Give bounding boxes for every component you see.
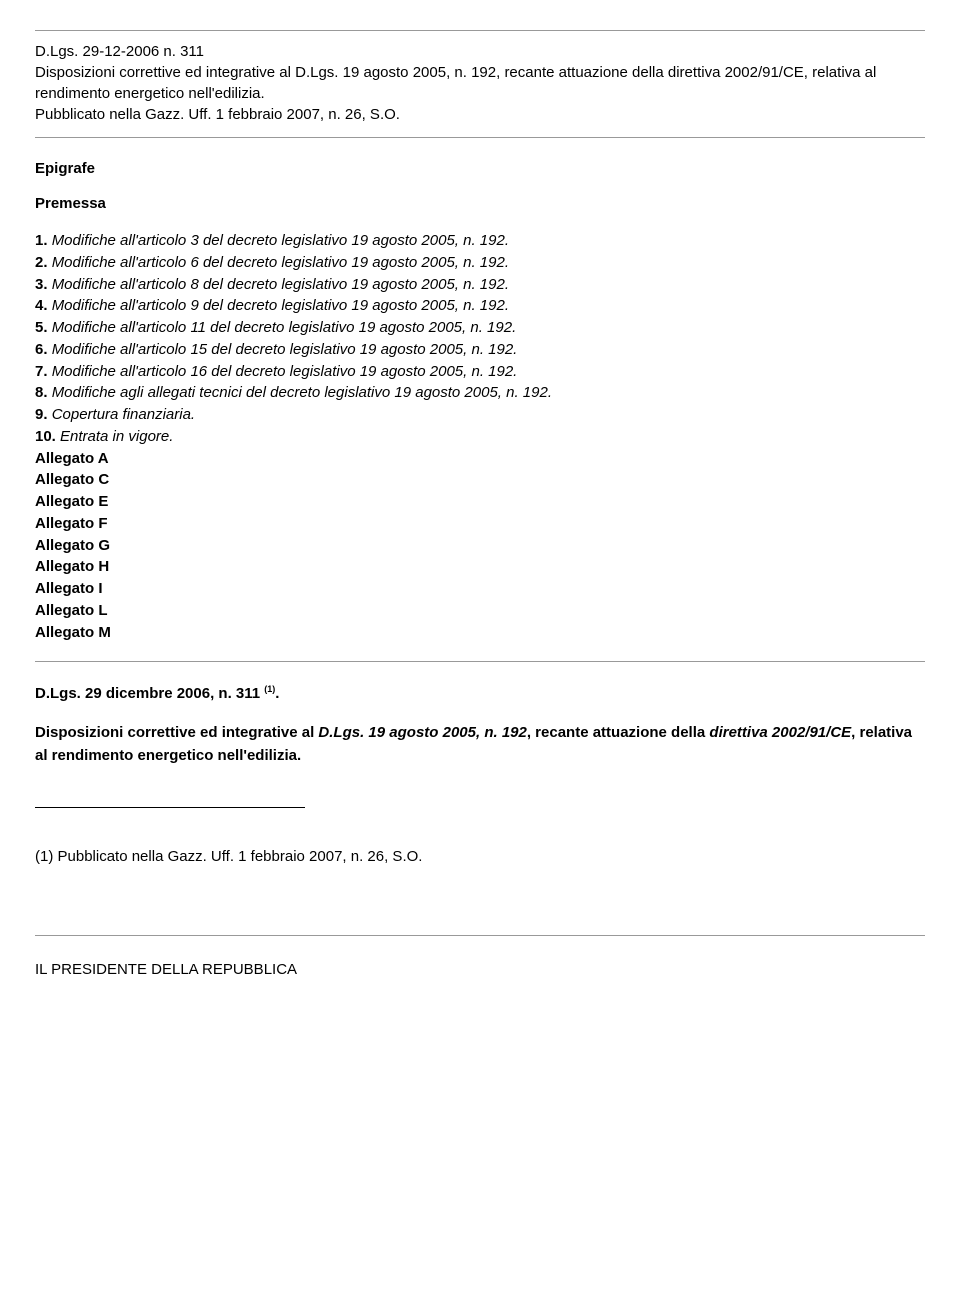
full-horizontal-rule <box>35 935 925 936</box>
toc-item: 4. Modifiche all'articolo 9 del decreto … <box>35 295 925 317</box>
toc-item: 8. Modifiche agli allegati tecnici del d… <box>35 382 925 404</box>
disp-p3: , recante attuazione della <box>527 724 710 741</box>
toc-text: Modifiche agli allegati tecnici del decr… <box>52 384 552 401</box>
disp-p4: direttiva 2002/91/CE <box>709 724 851 741</box>
toc-item: 10. Entrata in vigore. <box>35 426 925 448</box>
toc-item: 2. Modifiche all'articolo 6 del decreto … <box>35 252 925 274</box>
top-horizontal-rule <box>35 30 925 31</box>
header-line-3: Pubblicato nella Gazz. Uff. 1 febbraio 2… <box>35 104 925 125</box>
toc-num: 10. <box>35 428 56 445</box>
toc-item: 6. Modifiche all'articolo 15 del decreto… <box>35 339 925 361</box>
toc-list: 1. Modifiche all'articolo 3 del decreto … <box>35 230 925 448</box>
toc-text: Modifiche all'articolo 15 del decreto le… <box>52 341 518 358</box>
allegato-item: Allegato F <box>35 513 925 535</box>
toc-item: 1. Modifiche all'articolo 3 del decreto … <box>35 230 925 252</box>
doc-ref-sup: (1) <box>264 684 275 694</box>
toc-num: 9. <box>35 406 48 423</box>
disposizioni-paragraph: Disposizioni correttive ed integrative a… <box>35 722 925 767</box>
toc-text: Modifiche all'articolo 6 del decreto leg… <box>52 254 509 271</box>
allegato-item: Allegato L <box>35 600 925 622</box>
allegato-item: Allegato I <box>35 578 925 600</box>
toc-num: 4. <box>35 297 48 314</box>
toc-num: 6. <box>35 341 48 358</box>
president-line: IL PRESIDENTE DELLA REPUBBLICA <box>35 961 925 978</box>
toc-text: Modifiche all'articolo 8 del decreto leg… <box>52 276 509 293</box>
header-line-1: D.Lgs. 29-12-2006 n. 311 <box>35 41 925 62</box>
toc-item: 9. Copertura finanziaria. <box>35 404 925 426</box>
disp-p1: Disposizioni correttive ed integrative a… <box>35 724 318 741</box>
doc-ref-prefix: D.Lgs. 29 dicembre 2006, n. 311 <box>35 685 264 702</box>
toc-num: 1. <box>35 232 48 249</box>
toc-item: 3. Modifiche all'articolo 8 del decreto … <box>35 274 925 296</box>
document-header-block: D.Lgs. 29-12-2006 n. 311 Disposizioni co… <box>35 33 925 138</box>
header-line-2: Disposizioni correttive ed integrative a… <box>35 62 925 104</box>
short-horizontal-rule <box>35 807 305 808</box>
toc-num: 2. <box>35 254 48 271</box>
allegato-item: Allegato E <box>35 491 925 513</box>
toc-text: Modifiche all'articolo 9 del decreto leg… <box>52 297 509 314</box>
allegato-item: Allegato A <box>35 448 925 470</box>
toc-num: 3. <box>35 276 48 293</box>
toc-text: Entrata in vigore. <box>60 428 173 445</box>
toc-text: Modifiche all'articolo 3 del decreto leg… <box>52 232 509 249</box>
footnote-1: (1) Pubblicato nella Gazz. Uff. 1 febbra… <box>35 848 925 865</box>
toc-num: 8. <box>35 384 48 401</box>
premessa-label: Premessa <box>35 195 925 212</box>
disp-p2: D.Lgs. 19 agosto 2005, n. 192 <box>318 724 526 741</box>
epigrafe-label: Epigrafe <box>35 160 925 177</box>
toc-text: Modifiche all'articolo 16 del decreto le… <box>52 363 518 380</box>
allegato-item: Allegato H <box>35 556 925 578</box>
document-reference: D.Lgs. 29 dicembre 2006, n. 311 (1). <box>35 684 925 702</box>
allegato-item: Allegato G <box>35 535 925 557</box>
doc-ref-suffix: . <box>275 685 279 702</box>
allegati-list: Allegato A Allegato C Allegato E Allegat… <box>35 448 925 644</box>
toc-item: 5. Modifiche all'articolo 11 del decreto… <box>35 317 925 339</box>
toc-text: Modifiche all'articolo 11 del decreto le… <box>52 319 517 336</box>
toc-num: 7. <box>35 363 48 380</box>
horizontal-rule <box>35 661 925 662</box>
toc-item: 7. Modifiche all'articolo 16 del decreto… <box>35 361 925 383</box>
allegato-item: Allegato C <box>35 469 925 491</box>
toc-text: Copertura finanziaria. <box>52 406 195 423</box>
toc-num: 5. <box>35 319 48 336</box>
allegato-item: Allegato M <box>35 622 925 644</box>
